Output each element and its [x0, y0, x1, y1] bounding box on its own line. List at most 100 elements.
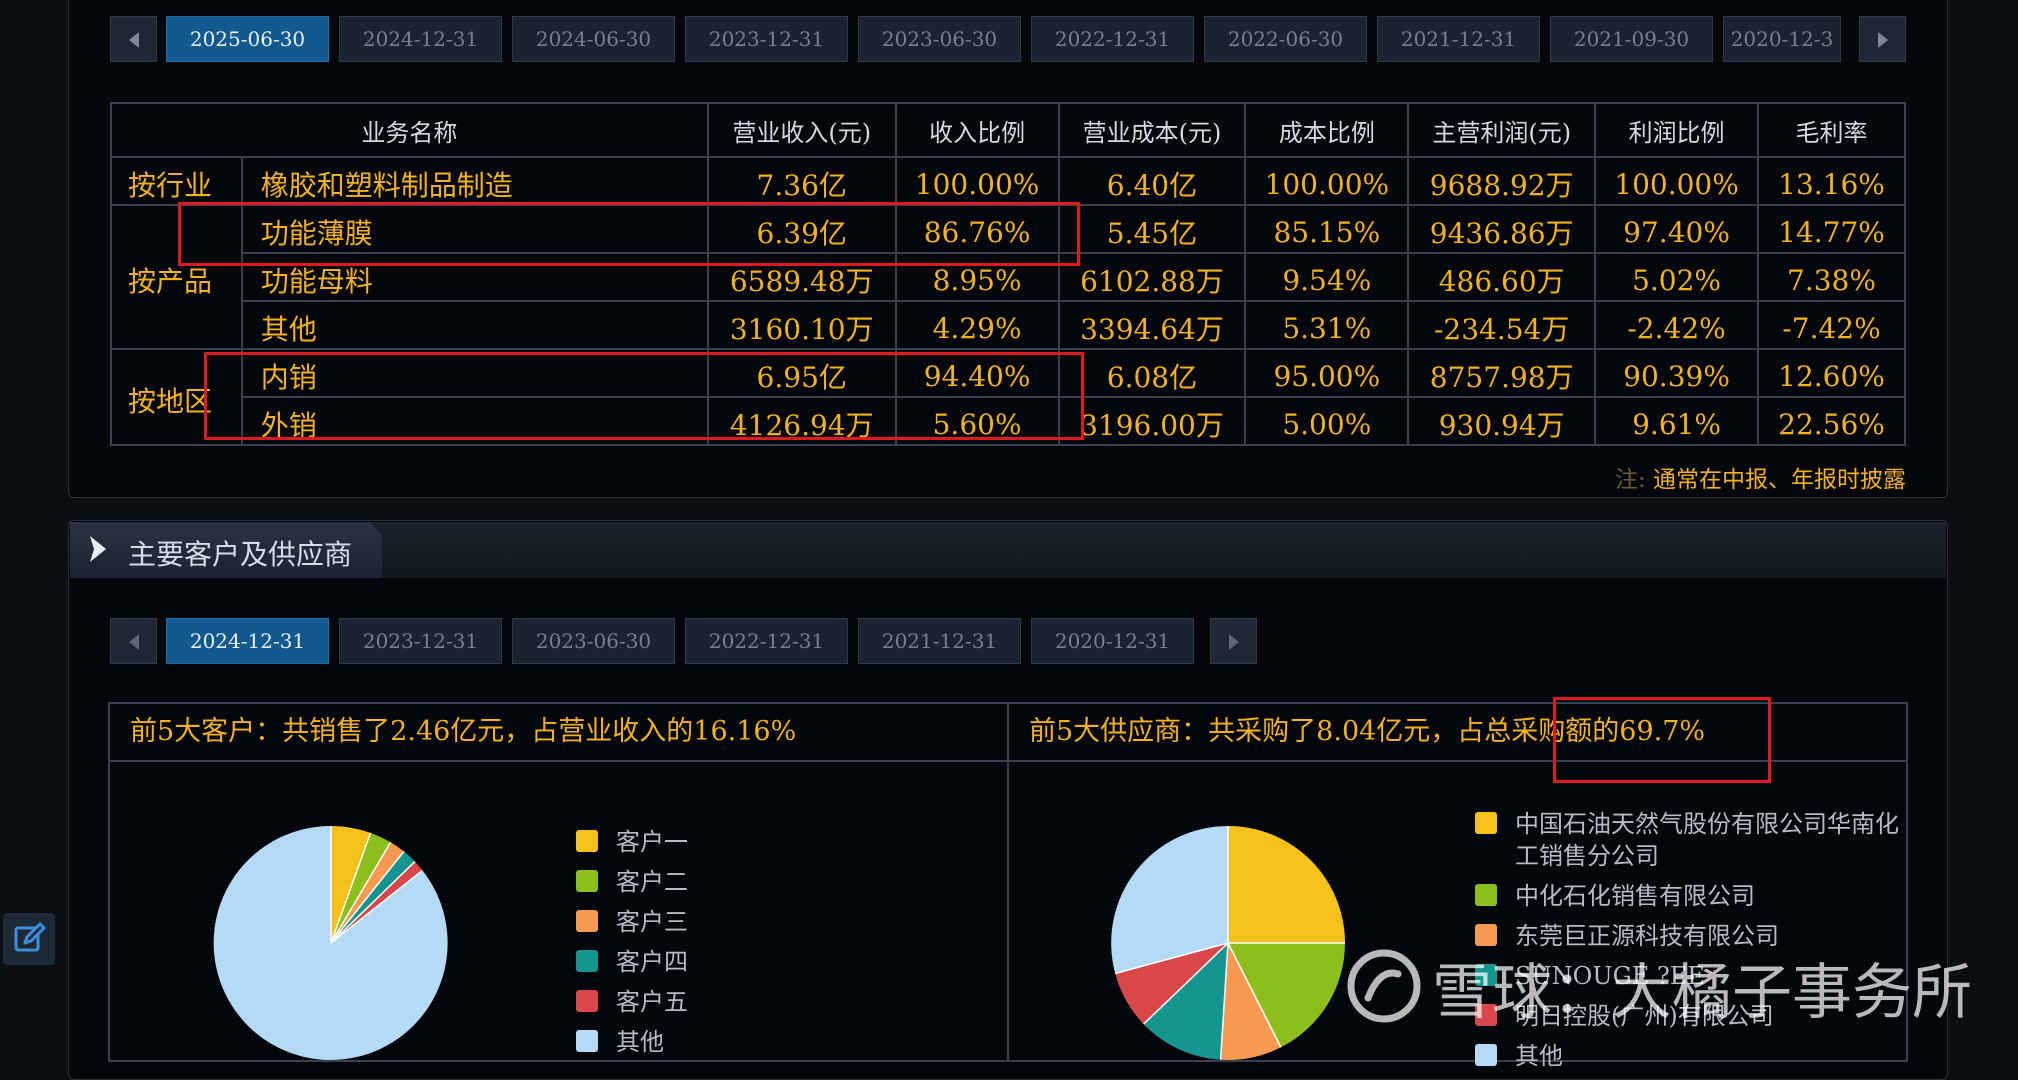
cell-value: 12.60% — [1757, 348, 1906, 398]
tab-date[interactable]: 2023-06-30 — [512, 618, 675, 664]
tab-date[interactable]: 2020-12-3 — [1723, 16, 1841, 62]
cell-value: -7.42% — [1757, 300, 1906, 350]
legend-swatch — [1475, 924, 1497, 946]
cell-value: 5.31% — [1244, 300, 1410, 350]
cell-value: -234.54万 — [1407, 300, 1597, 350]
cell-value: 85.15% — [1244, 204, 1410, 254]
legend-label: 中化石化销售有限公司 — [1515, 882, 1755, 910]
legend-label: 东莞巨正源科技有限公司 — [1515, 922, 1779, 950]
table-header-row: 业务名称 营业收入(元) 收入比例 营业成本(元) 成本比例 主营利润(元) 利… — [110, 102, 1906, 158]
cell-value: 5.02% — [1594, 252, 1760, 302]
legend-swatch — [1475, 812, 1497, 834]
cell-value: 6.08亿 — [1057, 348, 1247, 398]
legend-swatch — [1475, 1004, 1497, 1026]
suppliers-pie-chart — [1111, 826, 1345, 1061]
note-text: 通常在中报、年报时披露 — [1653, 467, 1906, 493]
next-arrow-button[interactable] — [1210, 618, 1257, 664]
header-cost-ratio: 成本比例 — [1244, 102, 1410, 158]
legend-label: SUNOUGE ?EE — [1515, 962, 1705, 990]
tab-date[interactable]: 2024-12-31 — [339, 16, 502, 62]
legend-label: 其他 — [1515, 1042, 1563, 1070]
tab-date[interactable]: 2021-09-30 — [1550, 16, 1713, 62]
category-region: 按地区 — [110, 348, 243, 446]
cell-value: 86.76% — [894, 204, 1060, 254]
highlight-box-functional-film — [178, 202, 1080, 266]
prev-arrow-button[interactable] — [110, 16, 157, 62]
customers-pie-chart — [213, 825, 448, 1060]
snowball-logo-icon — [1347, 949, 1421, 1023]
tab-date[interactable]: 2020-12-31 — [1031, 618, 1194, 664]
prev-arrow-button[interactable] — [110, 618, 157, 664]
table-row: 按行业 橡胶和塑料制品制造 7.36亿 100.00% 6.40亿 100.00… — [110, 156, 1906, 206]
edit-icon — [14, 922, 46, 952]
legend-label: 客户三 — [616, 908, 688, 936]
cell-value: 100.00% — [1244, 156, 1410, 206]
cell-value: 7.36亿 — [706, 156, 897, 206]
cell-value: 9.61% — [1594, 396, 1760, 446]
top5-suppliers-box: 前5大供应商：共采购了8.04亿元，占总采购额的69.7% 中国石油天然气股份有… — [1007, 702, 1908, 1070]
note-label: 注: — [1614, 467, 1646, 493]
chevron-right-icon — [1878, 32, 1888, 48]
cell-value: -2.42% — [1594, 300, 1760, 350]
tab-date[interactable]: 2022-06-30 — [1204, 16, 1367, 62]
tab-date[interactable]: 2021-12-31 — [1377, 16, 1540, 62]
cell-value: 7.38% — [1757, 252, 1906, 302]
row-name: 功能母料 — [240, 252, 709, 302]
table-row: 按地区 内销 6.95亿 94.40% 6.08亿 95.00% 8757.98… — [110, 348, 1906, 446]
legend-label: 中国石油天然气股份有限公司华南化 — [1515, 810, 1899, 838]
header-cost: 营业成本(元) — [1057, 102, 1247, 158]
cell-value: 94.40% — [894, 348, 1060, 398]
top5-customers-title: 前5大客户：共销售了2.46亿元，占营业收入的16.16% — [110, 704, 1007, 762]
cell-value: 3196.00万 — [1057, 396, 1247, 446]
legend-label: 工销售分公司 — [1515, 842, 1659, 870]
category-product: 按产品 — [110, 204, 243, 350]
cell-value: 97.40% — [1594, 204, 1760, 254]
chevron-right-icon — [90, 536, 106, 562]
legend-label: 明日控股(广州)有限公司 — [1515, 1002, 1774, 1030]
cell-value: 13.16% — [1757, 156, 1906, 206]
cell-value: 9436.86万 — [1407, 204, 1597, 254]
tab-date[interactable]: 2023-06-30 — [858, 16, 1021, 62]
cell-value: 6102.88万 — [1057, 252, 1247, 302]
tab-date[interactable]: 2022-12-31 — [685, 618, 848, 664]
tab-date[interactable]: 2021-12-31 — [858, 618, 1021, 664]
cell-value: 14.77% — [1757, 204, 1906, 254]
tab-date[interactable]: 2025-06-30 — [166, 16, 329, 62]
chevron-left-icon — [129, 634, 139, 650]
legend-label: 客户四 — [616, 948, 688, 976]
tab-date[interactable]: 2023-12-31 — [339, 618, 502, 664]
cell-value: 95.00% — [1244, 348, 1410, 398]
header-gross-margin: 毛利率 — [1757, 102, 1906, 158]
section-header-tab — [70, 522, 382, 578]
legend-swatch — [1475, 964, 1497, 986]
cell-value: 3394.64万 — [1057, 300, 1247, 350]
disclosure-note: 注: 通常在中报、年报时披露 — [1615, 460, 1906, 494]
table-row: 功能母料 6589.48万 8.95% 6102.88万 9.54% 486.6… — [111, 252, 1906, 302]
legend-swatch — [576, 990, 598, 1012]
legend-swatch — [576, 870, 598, 892]
cell-value: 5.00% — [1244, 396, 1410, 446]
edit-button[interactable] — [3, 913, 55, 965]
section-header-bar — [70, 522, 1946, 578]
pie-slice-customer-5 — [331, 861, 423, 943]
cell-value: 8.95% — [894, 252, 1060, 302]
cell-value: 4.29% — [894, 300, 1060, 350]
cell-value: 3160.10万 — [706, 300, 897, 350]
pie-slice-supplier-3 — [1220, 943, 1281, 1061]
legend-label: 客户一 — [616, 828, 688, 856]
legend-label: 其他 — [616, 1028, 664, 1056]
tab-date[interactable]: 2023-12-31 — [685, 16, 848, 62]
business-composition-table: 业务名称 营业收入(元) 收入比例 营业成本(元) 成本比例 主营利润(元) 利… — [110, 102, 1906, 446]
cell-value: 100.00% — [894, 156, 1060, 206]
tab-date[interactable]: 2024-06-30 — [512, 16, 675, 62]
pie-slice-supplier-4 — [1143, 943, 1228, 1060]
category-industry: 按行业 — [110, 156, 243, 206]
highlight-box-supplier-ratio — [1553, 697, 1771, 783]
pie-slice-supplier-5 — [1115, 943, 1228, 1025]
tab-date[interactable]: 2024-12-31 — [166, 618, 329, 664]
table-row: 按产品 功能薄膜 6.39亿 86.76% 5.45亿 85.15% 9436.… — [110, 204, 1906, 350]
pie-dividers — [330, 826, 423, 944]
next-arrow-button[interactable] — [1859, 16, 1906, 62]
section-title: 主要客户及供应商 — [128, 538, 353, 571]
tab-date[interactable]: 2022-12-31 — [1031, 16, 1194, 62]
